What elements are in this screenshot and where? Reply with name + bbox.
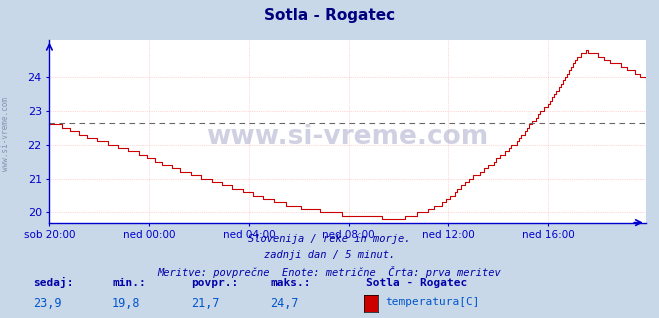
Text: 23,9: 23,9 (33, 297, 61, 310)
Text: 21,7: 21,7 (191, 297, 219, 310)
Text: Sotla - Rogatec: Sotla - Rogatec (366, 278, 467, 288)
Text: zadnji dan / 5 minut.: zadnji dan / 5 minut. (264, 250, 395, 259)
Text: temperatura[C]: temperatura[C] (386, 297, 480, 307)
Text: www.si-vreme.com: www.si-vreme.com (206, 124, 489, 150)
Text: povpr.:: povpr.: (191, 278, 239, 288)
Text: 24,7: 24,7 (270, 297, 299, 310)
Text: Meritve: povprečne  Enote: metrične  Črta: prva meritev: Meritve: povprečne Enote: metrične Črta:… (158, 266, 501, 278)
Text: min.:: min.: (112, 278, 146, 288)
Text: Sotla - Rogatec: Sotla - Rogatec (264, 8, 395, 23)
Text: Slovenija / reke in morje.: Slovenija / reke in morje. (248, 234, 411, 244)
Text: sedaj:: sedaj: (33, 277, 73, 288)
Text: 19,8: 19,8 (112, 297, 140, 310)
Text: www.si-vreme.com: www.si-vreme.com (1, 97, 10, 170)
Text: maks.:: maks.: (270, 278, 310, 288)
